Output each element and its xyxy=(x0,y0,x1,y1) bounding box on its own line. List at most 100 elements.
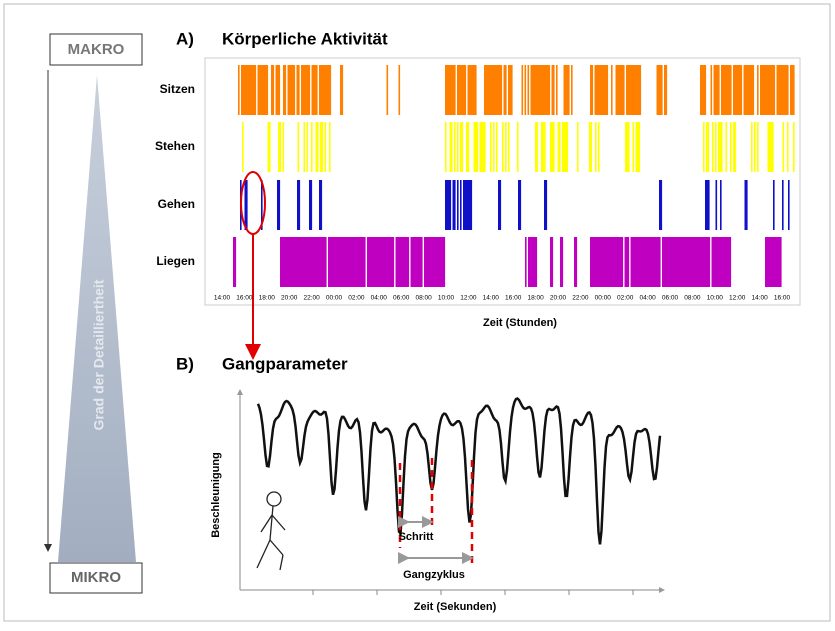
activity-stripe xyxy=(448,65,450,115)
activity-stripe xyxy=(433,237,435,287)
time-tick-label: 10:00 xyxy=(438,295,455,302)
activity-stripe xyxy=(723,237,726,287)
activity-stripe xyxy=(790,65,792,115)
activity-stripe xyxy=(744,180,747,230)
activity-stripe xyxy=(341,237,344,287)
activity-stripe xyxy=(446,65,449,115)
activity-stripe xyxy=(739,65,741,115)
activity-stripe xyxy=(242,122,244,172)
activity-stripe xyxy=(325,237,327,287)
activity-stripe xyxy=(440,237,443,287)
activity-stripe xyxy=(311,65,314,115)
activity-stripe xyxy=(490,65,492,115)
activity-stripe xyxy=(496,122,498,172)
activity-stripe xyxy=(335,237,338,287)
activity-stripe xyxy=(664,65,666,115)
activity-stripe xyxy=(293,65,296,115)
activity-stripe xyxy=(490,122,492,172)
activity-stripe xyxy=(568,65,570,115)
activity-stripe xyxy=(658,65,660,115)
activity-stripe xyxy=(606,237,609,287)
activity-stripe xyxy=(625,122,627,172)
activity-stripe xyxy=(380,237,383,287)
activity-stripe xyxy=(535,237,538,287)
activity-stripe xyxy=(609,237,612,287)
activity-stripe xyxy=(484,65,486,115)
activity-stripe xyxy=(532,65,534,115)
activity-stripe xyxy=(644,237,646,287)
activity-stripe xyxy=(772,237,775,287)
activity-stripe xyxy=(407,237,410,287)
activity-stripe xyxy=(620,237,622,287)
activity-stripe xyxy=(449,122,452,172)
activity-stripe xyxy=(725,122,728,172)
activity-stripe xyxy=(715,65,717,115)
activity-stripe xyxy=(659,65,662,115)
activity-stripe xyxy=(717,237,720,287)
activity-stripe xyxy=(566,65,569,115)
activity-stripe xyxy=(651,237,654,287)
activity-stripe xyxy=(600,237,603,287)
activity-stripe xyxy=(600,65,603,115)
activity-stripe xyxy=(458,65,461,115)
time-tick-label: 16:00 xyxy=(236,295,253,302)
activity-stripe xyxy=(534,237,536,287)
activity-stripe xyxy=(550,237,552,287)
activity-stripe xyxy=(692,237,694,287)
activity-stripe xyxy=(310,237,312,287)
activity-stripe xyxy=(355,237,357,287)
activity-stripe xyxy=(427,237,429,287)
activity-stripe xyxy=(485,65,488,115)
time-tick-label: 08:00 xyxy=(684,295,701,302)
activity-stripe xyxy=(469,180,471,230)
time-tick-label: 18:00 xyxy=(527,295,544,302)
activity-stripe xyxy=(575,237,578,287)
time-tick-label: 20:00 xyxy=(550,295,567,302)
activity-stripe xyxy=(245,65,248,115)
activity-stripe xyxy=(308,237,311,287)
activity-stripe xyxy=(561,237,564,287)
activity-stripe xyxy=(720,237,723,287)
activity-stripe xyxy=(463,180,465,230)
activity-stripe xyxy=(541,65,543,115)
activity-stripe xyxy=(491,65,494,115)
activity-stripe xyxy=(377,237,380,287)
activity-stripe xyxy=(298,180,301,230)
activity-stripe xyxy=(542,65,545,115)
activity-stripe xyxy=(665,237,667,287)
activity-stripe xyxy=(772,122,774,172)
activity-stripe xyxy=(494,65,497,115)
activity-stripe xyxy=(545,65,548,115)
activity-stripe xyxy=(629,65,631,115)
activity-stripe xyxy=(707,122,710,172)
activity-stripe xyxy=(728,65,731,115)
activity-stripe xyxy=(311,237,314,287)
activity-stripe xyxy=(745,65,747,115)
activity-stripe xyxy=(329,65,332,115)
activity-stripe xyxy=(705,180,707,230)
activity-stripe xyxy=(761,65,764,115)
activity-stripe xyxy=(479,122,482,172)
activity-stripe xyxy=(388,237,390,287)
activity-stripe xyxy=(596,237,598,287)
activity-stripe xyxy=(404,237,407,287)
activity-stripe xyxy=(547,65,549,115)
activity-stripe xyxy=(398,65,401,115)
activity-stripe xyxy=(298,65,300,115)
activity-stripe xyxy=(668,237,670,287)
activity-stripe xyxy=(770,65,773,115)
time-tick-label: 02:00 xyxy=(348,295,365,302)
activity-stripe xyxy=(632,122,635,172)
activity-stripe xyxy=(733,122,735,172)
activity-stripe xyxy=(436,237,438,287)
activity-stripe xyxy=(332,237,335,287)
activity-stripe xyxy=(419,237,422,287)
activity-stripe xyxy=(265,65,267,115)
activity-stripe xyxy=(362,237,365,287)
activity-stripe xyxy=(566,122,569,172)
walker-icon xyxy=(256,491,286,571)
activity-stripe xyxy=(517,122,519,172)
activity-stripe xyxy=(445,180,447,230)
activity-stripe xyxy=(307,237,309,287)
row-label: Gehen xyxy=(158,197,195,211)
